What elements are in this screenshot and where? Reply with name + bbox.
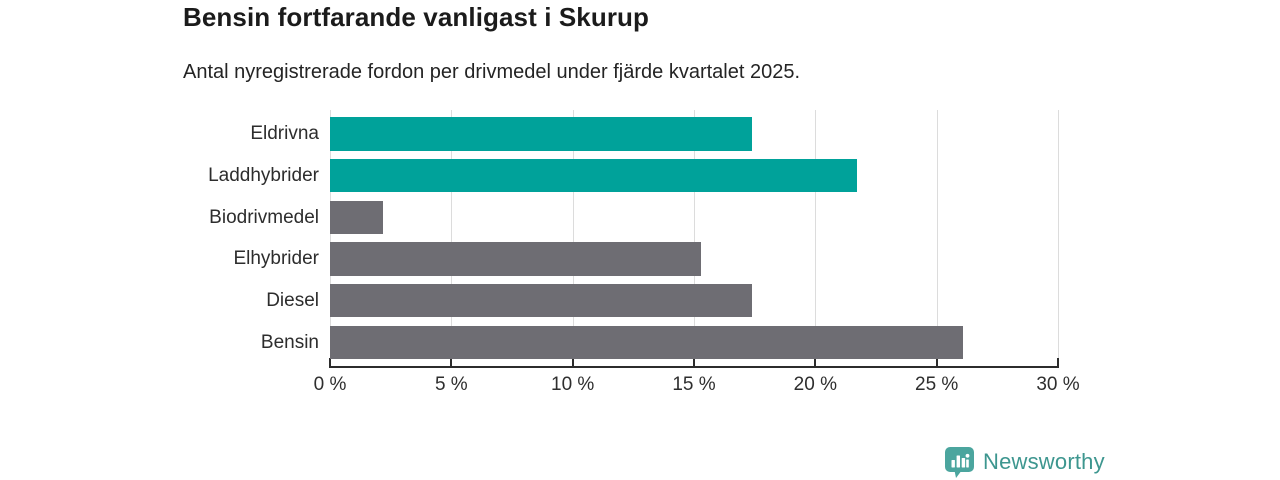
x-axis-tick-0	[329, 358, 331, 366]
x-axis-tick-20	[814, 358, 817, 366]
x-axis-tick-label-25: 25 %	[915, 374, 959, 395]
newsworthy-bar-chart-badge-icon	[945, 447, 974, 478]
x-axis-tick-10	[571, 358, 574, 366]
x-axis-tick-label-20: 20 %	[793, 374, 837, 395]
bar-diesel	[330, 284, 753, 318]
x-axis-tick-label-0: 0 %	[313, 374, 347, 395]
category-label-bensin: Bensin	[260, 331, 319, 353]
x-axis-tick-label-30: 30 %	[1036, 374, 1080, 395]
newsworthy-logo-text: Newsworthy	[983, 449, 1105, 474]
gridline-15	[694, 110, 695, 366]
x-axis-tick-25	[935, 358, 938, 366]
category-axis-labels: Eldrivna Laddhybrider Biodrivmedel Elhybrid…	[0, 110, 319, 366]
x-axis-tick-15	[693, 358, 695, 366]
category-label-diesel: Diesel	[266, 290, 319, 312]
gridline-30	[1058, 110, 1059, 366]
x-axis-tick-label-5: 5 %	[434, 374, 468, 395]
category-label-eldrivna: Eldrivna	[250, 123, 319, 145]
gridline-5	[451, 110, 453, 366]
x-axis-tick-label-15: 15 %	[672, 374, 716, 395]
x-axis-tick-5	[450, 358, 453, 366]
x-axis-tick-30	[1057, 358, 1059, 366]
x-axis-tick-label-10: 10 %	[551, 374, 595, 395]
bar-eldrivna	[330, 117, 753, 151]
chart-title: Bensin fortfarande vanligast i Skurup	[183, 2, 650, 32]
bar-biodrivmedel	[330, 200, 384, 234]
category-label-biodrivmedel: Biodrivmedel	[209, 206, 319, 228]
bar-chart-plot-area: 0 % 5 % 10 % 15 % 20 % 25 % 30 %	[314, 110, 1080, 395]
bar-bensin	[330, 325, 964, 360]
chart-subtitle: Antal nyregistrerade fordon per drivmede…	[183, 61, 801, 83]
bar-elhybrider	[330, 242, 702, 276]
category-label-laddhybrider: Laddhybrider	[208, 165, 319, 186]
gridline-0	[330, 110, 331, 366]
gridline-25	[936, 110, 938, 366]
category-label-elhybrider: Elhybrider	[233, 248, 319, 270]
x-axis-line	[329, 366, 1059, 368]
gridline-20	[815, 110, 817, 366]
gridline-10	[572, 110, 574, 366]
newsworthy-logo: Newsworthy	[944, 446, 1105, 478]
bar-laddhybrider	[330, 159, 857, 193]
